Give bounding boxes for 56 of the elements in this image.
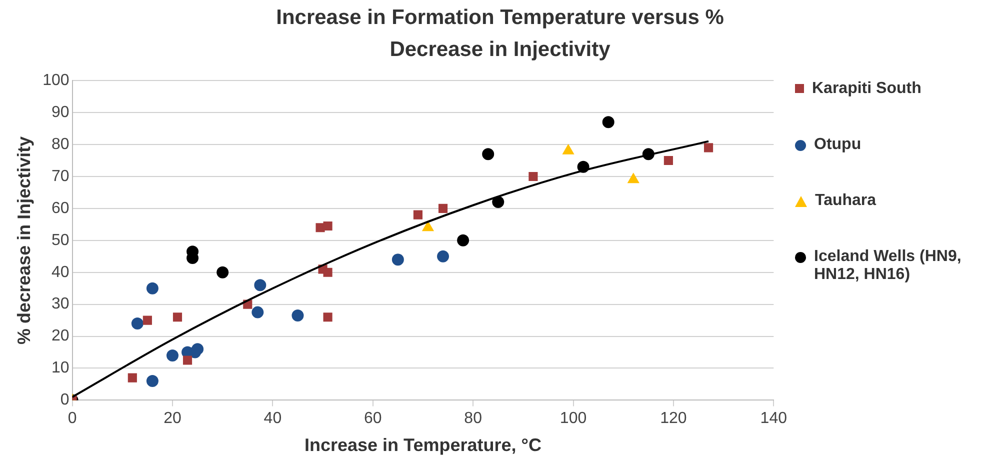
- y-tick-label: 0: [60, 392, 70, 409]
- point: [128, 373, 137, 382]
- x-axis-title: Increase in Temperature, °C: [304, 435, 542, 456]
- y-tick-label: 70: [52, 168, 70, 185]
- point: [437, 250, 450, 262]
- x-tick-label: 60: [364, 410, 382, 428]
- chart-title: Increase in Formation Temperature versus % Decrease in Injectivity: [275, 5, 725, 63]
- point: [254, 279, 266, 292]
- point: [252, 306, 264, 318]
- point: [216, 266, 229, 278]
- point: [628, 174, 639, 184]
- point: [413, 210, 422, 220]
- y-axis-title: % decrease in Injectivity: [14, 136, 34, 344]
- point: [192, 343, 204, 356]
- point: [528, 172, 538, 182]
- point: [422, 222, 434, 232]
- legend-label: Tauhara: [815, 192, 876, 210]
- x-tick-label: 20: [164, 410, 182, 428]
- x-tick-label: 100: [560, 410, 587, 428]
- point: [292, 310, 304, 322]
- point: [392, 254, 404, 266]
- point: [704, 143, 714, 152]
- legend-label: Iceland Wells (HN9, HN12, HN16): [814, 248, 962, 284]
- x-tick-label: 120: [660, 410, 687, 428]
- y-tick-label: 60: [52, 200, 70, 217]
- point: [602, 116, 614, 128]
- x-tick-label: 40: [264, 410, 282, 428]
- point: [323, 312, 332, 322]
- x-tick-label: 80: [464, 410, 482, 428]
- point: [146, 375, 158, 388]
- point: [316, 223, 325, 232]
- point: [664, 156, 673, 166]
- point: [438, 204, 448, 213]
- point: [562, 144, 574, 154]
- x-tick-label: 140: [760, 410, 788, 428]
- point: [457, 234, 470, 246]
- y-tick-label: 80: [52, 136, 70, 153]
- point: [146, 282, 158, 294]
- point: [172, 312, 182, 322]
- y-tick-label: 10: [52, 360, 70, 377]
- y-tick-label: 50: [52, 232, 70, 249]
- point: [166, 349, 178, 362]
- point: [323, 221, 332, 231]
- point: [492, 196, 504, 208]
- point: [182, 356, 192, 365]
- y-tick-label: 40: [52, 264, 70, 281]
- legend-label: Otupu: [814, 136, 862, 154]
- y-tick-label: 90: [52, 104, 70, 121]
- y-tick-label: 20: [52, 328, 70, 345]
- y-tick-label: 30: [52, 296, 70, 313]
- legend-label: Karapiti South: [812, 80, 922, 98]
- point: [323, 268, 332, 277]
- point: [142, 316, 152, 325]
- point: [482, 148, 494, 160]
- y-tick-label: 100: [42, 72, 70, 90]
- point: [131, 317, 144, 330]
